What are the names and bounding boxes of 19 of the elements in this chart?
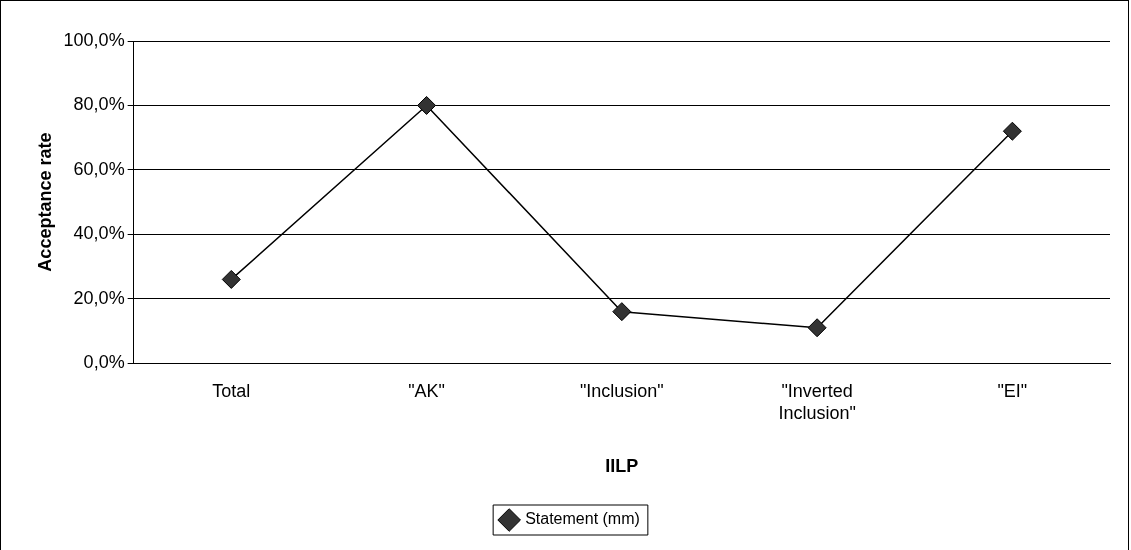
y-tick-label: 100,0% bbox=[63, 29, 125, 50]
point bbox=[417, 95, 437, 115]
x-tick-label: Total bbox=[212, 380, 251, 401]
x-tick-label: "Inclusion" bbox=[579, 380, 664, 401]
point bbox=[612, 302, 632, 322]
x-tick-label: "EI" bbox=[997, 380, 1028, 401]
x-axis-title: IILP bbox=[605, 456, 639, 477]
y-tick-label: 0,0% bbox=[83, 352, 125, 373]
x-tick-label: "AK" bbox=[408, 380, 445, 401]
y-tick-label: 60,0% bbox=[73, 158, 125, 179]
y-tick-label: 20,0% bbox=[73, 287, 125, 308]
y-tick-label: 80,0% bbox=[73, 94, 125, 115]
point bbox=[1002, 121, 1022, 141]
x-tick-label: "Inverted Inclusion" bbox=[778, 380, 856, 423]
point bbox=[221, 269, 241, 289]
legend-label: Statement (mm) bbox=[525, 510, 640, 528]
point bbox=[807, 318, 827, 338]
y-axis-title: Acceptance rate bbox=[34, 132, 55, 272]
y-tick-label: 40,0% bbox=[73, 223, 125, 244]
